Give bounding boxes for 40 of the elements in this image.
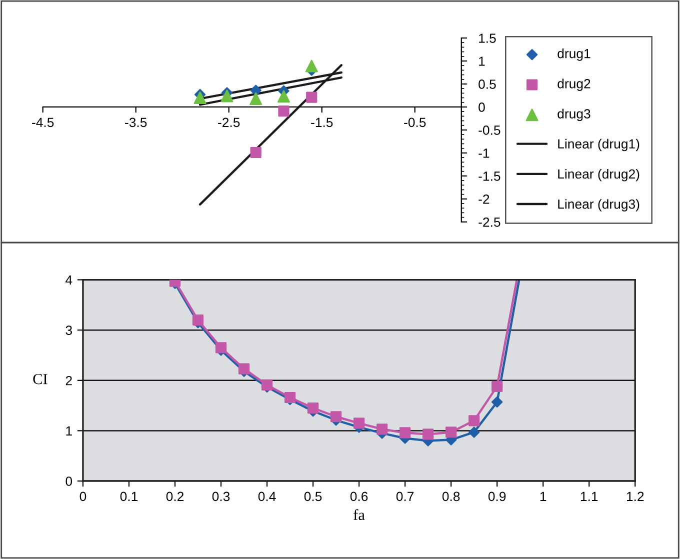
- x-tick-label: -0.5: [404, 118, 426, 128]
- y-tick-label: -2.5: [478, 217, 500, 227]
- y-tick-label: 1: [66, 426, 72, 436]
- y-tick-label: -2: [478, 194, 490, 204]
- x-tick-label: 1.1: [580, 492, 598, 501]
- x-tick-label: 0.7: [396, 492, 414, 502]
- y-tick-label: 1.5: [479, 34, 496, 43]
- y-tick-label: -1: [478, 148, 490, 158]
- y-tick-label: 1: [479, 56, 485, 66]
- x-tick-label: 0.5: [304, 492, 322, 502]
- legend-label: Linear (drug3): [558, 199, 640, 212]
- legend-label: drug1: [558, 48, 590, 61]
- x-tick-label: 0: [80, 492, 86, 502]
- y-tick-label: -1.5: [478, 172, 500, 181]
- x-tick-label: 0.1: [120, 492, 138, 502]
- x-tick-label: -1.5: [311, 118, 333, 128]
- x-tick-label: -2.5: [218, 118, 240, 128]
- x-tick-label: 0.9: [488, 492, 506, 502]
- x-tick-label: -4.5: [32, 118, 54, 128]
- x-axis-title: fa: [354, 509, 365, 520]
- x-tick-label: 1: [540, 492, 546, 501]
- legend-label: Linear (drug1): [558, 138, 640, 152]
- y-tick-label: 4: [66, 275, 72, 285]
- y-tick-label: -0.5: [478, 126, 500, 135]
- x-tick-label: -3.5: [125, 118, 147, 128]
- legend-label: drug2: [558, 78, 590, 91]
- x-tick-label: 0.6: [350, 492, 368, 502]
- x-tick-label: 0.2: [166, 492, 184, 502]
- y-tick-label: 0.5: [478, 80, 496, 89]
- x-tick-label: 0.8: [442, 492, 460, 502]
- y-tick-label: 0: [478, 102, 485, 112]
- x-tick-label: 0.4: [258, 492, 276, 502]
- legend-label: Linear (drug2): [558, 168, 640, 182]
- y-tick-label: 3: [66, 326, 72, 335]
- x-tick-label: 0.3: [212, 492, 230, 502]
- y-axis-title: CI: [33, 374, 48, 384]
- legend-label: drug3: [558, 108, 590, 122]
- y-tick-label: 2: [66, 376, 72, 386]
- y-tick-label: 0: [66, 476, 72, 486]
- x-tick-label: 1.2: [626, 492, 644, 501]
